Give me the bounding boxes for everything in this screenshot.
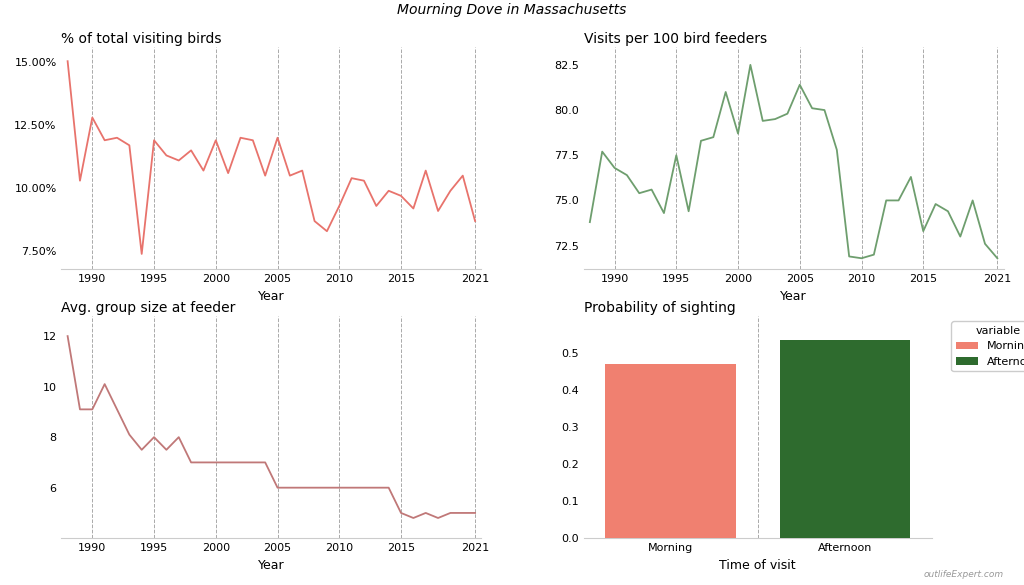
X-axis label: Year: Year (258, 290, 285, 302)
Text: Avg. group size at feeder: Avg. group size at feeder (61, 301, 236, 315)
Text: Mourning Dove in Massachusetts: Mourning Dove in Massachusetts (397, 3, 627, 17)
X-axis label: Year: Year (780, 290, 807, 302)
Text: Visits per 100 bird feeders: Visits per 100 bird feeders (584, 32, 767, 46)
Text: % of total visiting birds: % of total visiting birds (61, 32, 222, 46)
Bar (605, 364, 736, 538)
Text: Probability of sighting: Probability of sighting (584, 301, 735, 315)
X-axis label: Year: Year (258, 559, 285, 572)
Text: outlifeExpert.com: outlifeExpert.com (924, 570, 1004, 579)
Legend: Morning, Afternoon: Morning, Afternoon (951, 321, 1024, 371)
Bar (779, 340, 910, 538)
X-axis label: Time of visit: Time of visit (720, 559, 796, 572)
